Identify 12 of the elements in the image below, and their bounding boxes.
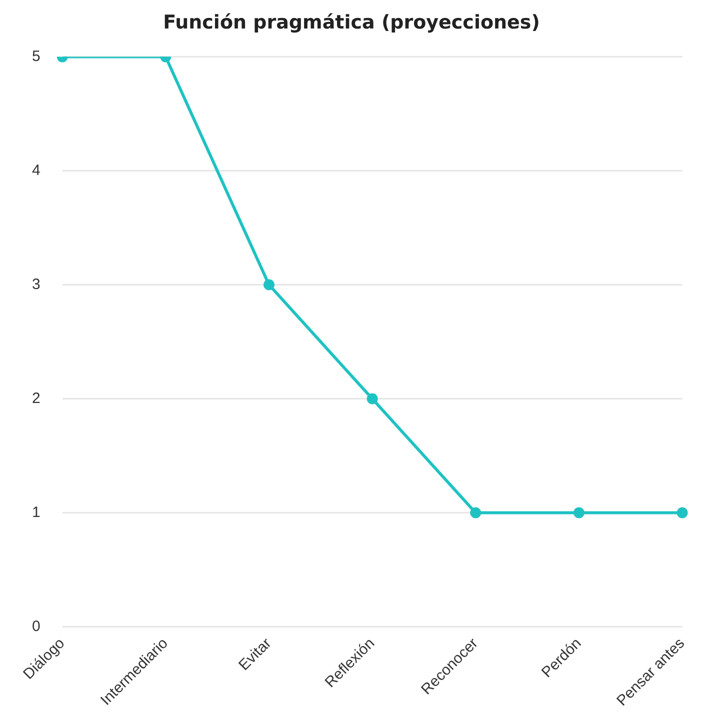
point — [263, 279, 274, 290]
point — [676, 507, 688, 518]
point — [573, 507, 584, 518]
y-tick-label: 4 — [32, 162, 40, 179]
y-tick-label: 0 — [32, 618, 40, 635]
y-tick-label: 2 — [32, 390, 40, 407]
point — [470, 507, 482, 518]
y-tick-label: 5 — [32, 48, 40, 65]
point — [366, 393, 378, 404]
y-tick-label: 3 — [32, 276, 40, 293]
y-tick-label: 1 — [32, 504, 40, 521]
chart-title: Función pragmática (proyecciones) — [163, 11, 540, 34]
